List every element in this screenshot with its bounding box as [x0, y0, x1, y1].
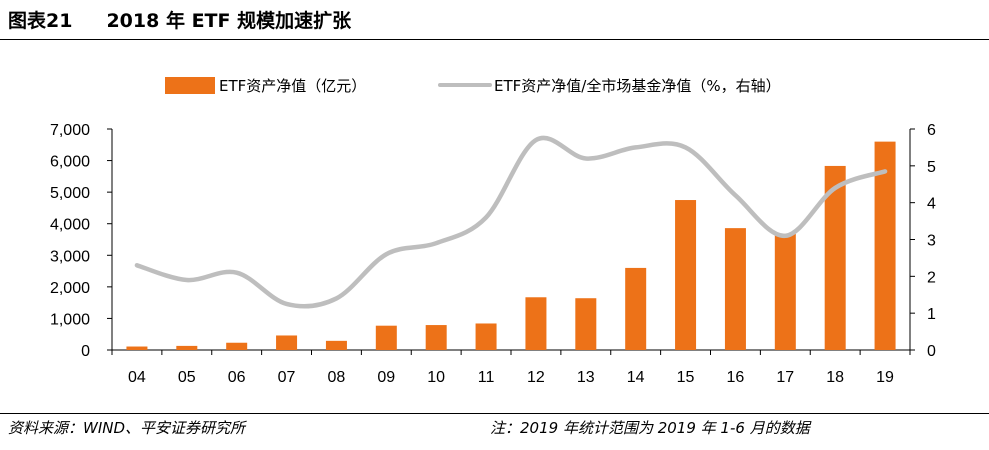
figure-title: 2018 年 ETF 规模加速扩张 — [106, 10, 352, 32]
left-tick-label: 0 — [81, 343, 90, 360]
left-tick-label: 5,000 — [50, 185, 90, 202]
x-tick-label: 18 — [826, 369, 844, 386]
x-tick-label: 13 — [577, 369, 595, 386]
bar-18 — [824, 165, 846, 350]
x-tick-label: 17 — [776, 369, 794, 386]
x-tick-label: 09 — [377, 369, 395, 386]
bar-06 — [226, 342, 248, 350]
bar-07 — [276, 335, 298, 350]
bar-05 — [176, 345, 198, 350]
left-tick-label: 4,000 — [50, 217, 90, 234]
x-tick-label: 10 — [427, 369, 445, 386]
x-tick-label: 14 — [627, 369, 645, 386]
ratio-line-path — [134, 135, 888, 309]
right-tick-label: 4 — [927, 196, 936, 213]
right-tick-label: 3 — [927, 233, 936, 250]
x-tick-label: 06 — [228, 369, 246, 386]
tick-labels: 01,0002,0003,0004,0005,0006,0007,0000123… — [50, 122, 936, 386]
left-tick-label: 1,000 — [50, 311, 90, 328]
bar-13 — [575, 298, 597, 350]
legend-bar-swatch — [165, 77, 215, 94]
bar-12 — [525, 297, 547, 350]
right-tick-label: 6 — [927, 122, 936, 139]
x-tick-label: 16 — [727, 369, 745, 386]
range-note: 注：2019 年统计范围为 2019 年 1-6 月的数据 — [490, 419, 810, 437]
bar-15 — [675, 200, 697, 350]
legend-line-label: ETF资产净值/全市场基金净值（%，右轴） — [494, 77, 781, 95]
bar-04 — [126, 346, 148, 350]
bar-09 — [375, 325, 397, 350]
x-tick-label: 08 — [328, 369, 346, 386]
ratio-line — [134, 135, 888, 309]
right-tick-label: 5 — [927, 159, 936, 176]
x-tick-label: 19 — [876, 369, 894, 386]
right-tick-label: 2 — [927, 269, 936, 286]
x-tick-label: 04 — [128, 369, 146, 386]
x-tick-label: 05 — [178, 369, 196, 386]
footer-divider — [0, 413, 989, 414]
x-tick-label: 12 — [527, 369, 545, 386]
legend: ETF资产净值（亿元） ETF资产净值/全市场基金净值（%，右轴） — [165, 77, 781, 95]
bar-17 — [774, 233, 796, 350]
source-note: 资料来源：WIND、平安证券研究所 — [8, 419, 246, 437]
x-tick-label: 15 — [677, 369, 695, 386]
left-tick-label: 7,000 — [50, 122, 90, 139]
figure-number: 图表21 — [8, 10, 73, 32]
bar-11 — [475, 323, 497, 350]
legend-bar-label: ETF资产净值（亿元） — [219, 77, 366, 95]
title-divider — [0, 39, 989, 40]
bars — [126, 141, 896, 350]
x-tick-label: 07 — [278, 369, 296, 386]
bar-14 — [625, 267, 647, 350]
right-tick-label: 1 — [927, 306, 936, 323]
bar-10 — [425, 325, 447, 350]
bar-08 — [325, 340, 347, 350]
right-tick-label: 0 — [927, 343, 936, 360]
bar-19 — [874, 141, 896, 350]
left-tick-label: 3,000 — [50, 248, 90, 265]
left-tick-label: 6,000 — [50, 154, 90, 171]
bar-16 — [724, 228, 746, 350]
left-tick-label: 2,000 — [50, 280, 90, 297]
x-tick-label: 11 — [478, 369, 495, 386]
chart-title: 图表21 2018 年 ETF 规模加速扩张 — [8, 6, 351, 33]
